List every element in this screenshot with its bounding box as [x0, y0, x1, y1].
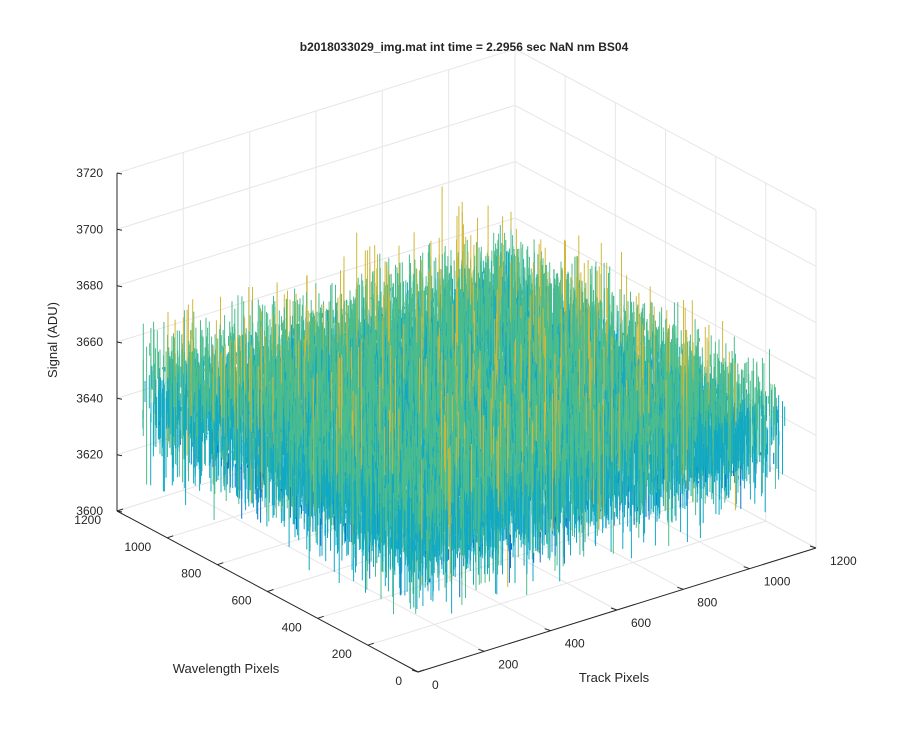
side-wall-grid-line-z	[514, 48, 817, 211]
surface-spikes	[142, 186, 786, 615]
floor-grid-line-y	[367, 520, 766, 646]
back-wall-grid-line-z	[116, 104, 516, 230]
back-wall-grid-line-z	[116, 161, 516, 287]
side-wall-grid-line-z	[514, 161, 817, 324]
back-wall-grid-line-z	[116, 48, 516, 174]
side-wall-grid-line-z	[514, 104, 817, 267]
